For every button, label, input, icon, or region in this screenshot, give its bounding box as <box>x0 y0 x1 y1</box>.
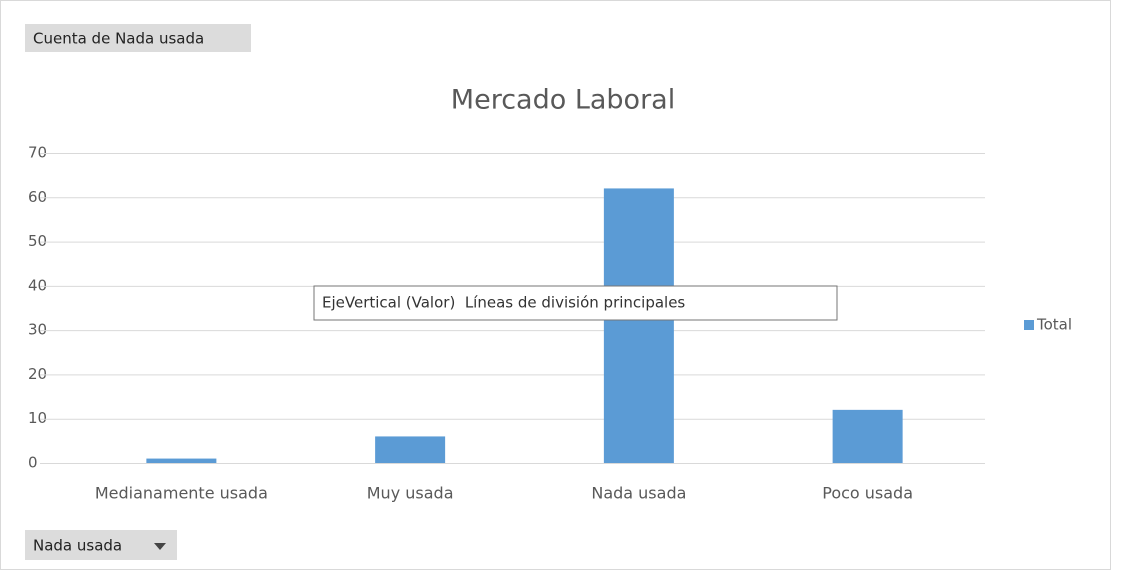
y-tick-label: 60 <box>28 188 47 206</box>
legend-label: Total <box>1036 316 1072 334</box>
x-tick-label: Poco usada <box>822 484 913 503</box>
x-tick-label: Muy usada <box>367 484 454 503</box>
chart-frame <box>0 0 1111 570</box>
overlay: EjeVertical (Valor) Líneas de división p… <box>313 285 838 321</box>
chart-title: Mercado Laboral <box>451 85 675 116</box>
value-field-button[interactable] <box>25 24 251 52</box>
bar <box>832 409 903 463</box>
tooltip-text: EjeVertical (Valor) Líneas de división p… <box>322 294 685 312</box>
tooltip-box <box>313 285 838 321</box>
y-tick-label: 0 <box>28 454 38 472</box>
y-tick-label: 50 <box>28 232 47 250</box>
y-tick-label: 70 <box>28 144 47 162</box>
bar <box>375 436 446 463</box>
axis-field-button-label: Nada usada <box>33 537 122 555</box>
legend-swatch <box>1024 320 1034 330</box>
dropdown-arrow <box>154 543 166 550</box>
y-tick-label: 20 <box>28 365 47 383</box>
x-tick-label: Nada usada <box>591 484 686 503</box>
bar <box>603 188 674 463</box>
axis-field-button[interactable] <box>25 530 177 560</box>
y-tick-label: 30 <box>28 321 47 339</box>
x-tick-label: Medianamente usada <box>95 484 268 503</box>
bar <box>146 458 217 463</box>
y-tick-label: 10 <box>28 409 47 427</box>
plot-area: 0 10 20 30 40 50 60 70 Medianamente usada Muy usa… <box>28 144 1072 503</box>
y-tick-label: 40 <box>28 276 47 294</box>
value-field-button-label: Cuenta de Nada usada <box>33 30 204 48</box>
